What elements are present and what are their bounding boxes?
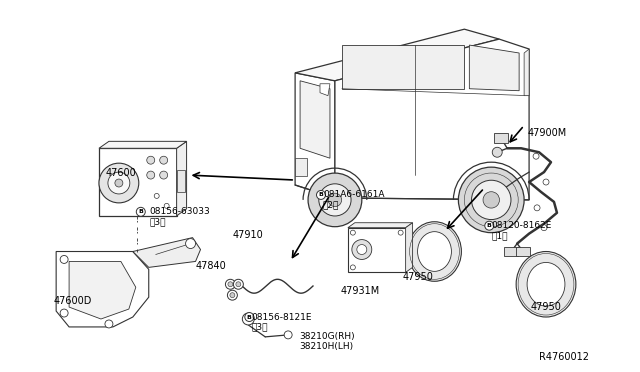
Bar <box>348 228 406 272</box>
Text: 47931M: 47931M <box>340 286 380 296</box>
Circle shape <box>308 173 362 227</box>
Text: 08156-8121E: 08156-8121E <box>252 312 312 321</box>
Circle shape <box>115 179 123 187</box>
Circle shape <box>533 153 539 159</box>
Circle shape <box>484 221 493 230</box>
Bar <box>516 247 530 256</box>
Circle shape <box>60 309 68 317</box>
Bar <box>99 148 177 216</box>
Text: 08120-8162E: 08120-8162E <box>492 221 552 230</box>
Ellipse shape <box>417 232 451 271</box>
Polygon shape <box>524 49 529 96</box>
Polygon shape <box>406 223 413 272</box>
Text: 38210H(LH): 38210H(LH) <box>299 342 353 351</box>
Polygon shape <box>69 262 136 319</box>
Polygon shape <box>133 238 200 267</box>
Circle shape <box>154 193 159 198</box>
Circle shape <box>350 230 355 235</box>
Text: B: B <box>247 314 252 320</box>
Bar <box>295 158 307 176</box>
Text: B: B <box>487 223 492 228</box>
Bar <box>494 134 508 143</box>
Circle shape <box>483 192 499 208</box>
Circle shape <box>534 205 540 211</box>
Polygon shape <box>348 223 413 228</box>
Circle shape <box>160 156 168 164</box>
Text: 47600: 47600 <box>106 168 137 178</box>
Ellipse shape <box>408 222 461 281</box>
Circle shape <box>136 207 145 216</box>
Circle shape <box>60 256 68 263</box>
Circle shape <box>164 203 169 208</box>
Circle shape <box>227 290 237 300</box>
Circle shape <box>541 225 547 231</box>
Circle shape <box>543 179 549 185</box>
Text: B: B <box>319 192 323 198</box>
Circle shape <box>328 193 342 206</box>
Polygon shape <box>335 39 529 200</box>
Circle shape <box>352 240 372 259</box>
Bar <box>177 170 184 192</box>
Polygon shape <box>99 141 187 148</box>
Circle shape <box>357 244 367 254</box>
Circle shape <box>458 167 524 232</box>
Circle shape <box>472 180 511 219</box>
Text: 47910: 47910 <box>233 230 264 240</box>
Text: R4760012: R4760012 <box>539 352 589 362</box>
Text: 〈2〉: 〈2〉 <box>323 201 339 209</box>
Ellipse shape <box>527 262 565 306</box>
Text: 081A6-6161A: 081A6-6161A <box>323 190 385 199</box>
Text: 〈3〉: 〈3〉 <box>252 323 268 331</box>
Polygon shape <box>56 251 148 327</box>
Text: 38210G(RH): 38210G(RH) <box>299 332 355 341</box>
Polygon shape <box>300 81 330 158</box>
Polygon shape <box>342 45 465 89</box>
Text: 〈1〉: 〈1〉 <box>492 231 508 240</box>
Circle shape <box>160 171 168 179</box>
Text: 47840: 47840 <box>196 262 227 272</box>
Circle shape <box>147 156 155 164</box>
Ellipse shape <box>516 251 576 317</box>
Polygon shape <box>295 29 499 81</box>
Circle shape <box>230 293 235 298</box>
Text: 〈3〉: 〈3〉 <box>150 217 166 226</box>
Circle shape <box>147 171 155 179</box>
Circle shape <box>245 312 254 321</box>
Bar <box>504 247 518 256</box>
Circle shape <box>108 172 130 194</box>
Circle shape <box>243 313 254 325</box>
Polygon shape <box>177 141 187 216</box>
Circle shape <box>186 238 196 248</box>
Circle shape <box>234 279 243 289</box>
Circle shape <box>99 163 139 203</box>
Circle shape <box>317 190 326 199</box>
Circle shape <box>105 320 113 328</box>
Text: B: B <box>138 209 143 214</box>
Text: 47950: 47950 <box>402 272 433 282</box>
Circle shape <box>228 282 233 287</box>
Circle shape <box>284 331 292 339</box>
Polygon shape <box>320 84 330 96</box>
Circle shape <box>236 282 241 287</box>
Text: 08156-63033: 08156-63033 <box>150 207 211 216</box>
Text: 47600D: 47600D <box>54 296 92 306</box>
Polygon shape <box>469 45 519 91</box>
Text: 47900M: 47900M <box>527 128 566 138</box>
Text: 47950: 47950 <box>531 302 561 312</box>
Circle shape <box>350 265 355 270</box>
Circle shape <box>492 147 502 157</box>
Circle shape <box>225 279 236 289</box>
Circle shape <box>319 184 351 216</box>
Circle shape <box>398 230 403 235</box>
Polygon shape <box>295 73 335 198</box>
